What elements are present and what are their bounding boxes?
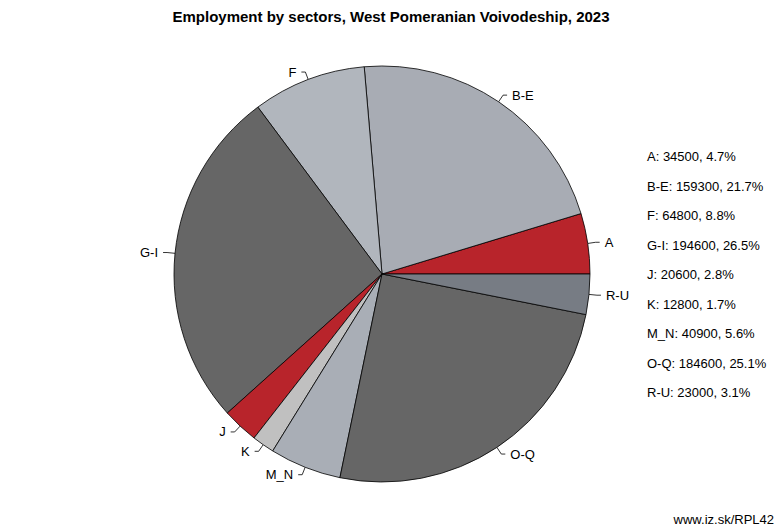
svg-text:G-I: G-I [140,245,158,260]
svg-text:A: A [605,235,614,250]
svg-text:K: K [241,444,250,459]
svg-text:G-I: 194600, 26.5%: G-I: 194600, 26.5% [647,238,760,253]
svg-text:O-Q: O-Q [510,447,535,462]
svg-text:B-E: B-E [512,88,534,103]
svg-text:Employment by sectors, West Po: Employment by sectors, West Pomeranian V… [172,8,609,25]
svg-text:F: F [288,65,296,80]
svg-text:J: J [219,424,226,439]
svg-text:K: 12800, 1.7%: K: 12800, 1.7% [647,297,736,312]
svg-text:R-U: 23000, 3.1%: R-U: 23000, 3.1% [647,385,751,400]
svg-text:A: 34500, 4.7%: A: 34500, 4.7% [647,149,736,164]
svg-text:J: 20600, 2.8%: J: 20600, 2.8% [647,267,734,282]
svg-text:B-E: 159300, 21.7%: B-E: 159300, 21.7% [647,179,764,194]
svg-text:M_N: M_N [266,467,293,482]
svg-text:www.iz.sk/RPL42: www.iz.sk/RPL42 [673,512,774,527]
svg-text:F: 64800, 8.8%: F: 64800, 8.8% [647,208,736,223]
svg-text:M_N: 40900, 5.6%: M_N: 40900, 5.6% [647,326,755,341]
svg-text:O-Q: 184600, 25.1%: O-Q: 184600, 25.1% [647,356,767,371]
svg-text:R-U: R-U [606,288,629,303]
